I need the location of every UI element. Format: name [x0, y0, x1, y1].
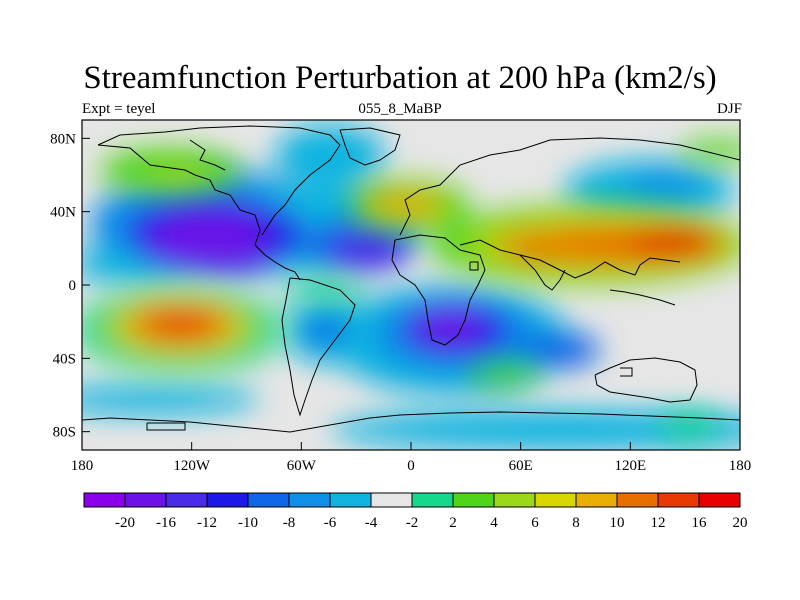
colorbar-label: -20: [115, 515, 135, 531]
lon-tick-label: 60W: [287, 458, 317, 474]
colorbar-label: -8: [283, 515, 296, 531]
colorbar-label: 6: [531, 515, 539, 531]
colorbar-swatch: [83, 492, 126, 508]
colorbar-label: -4: [365, 515, 378, 531]
colorbar-label: 16: [692, 515, 708, 531]
season-label: DJF: [716, 101, 742, 117]
lat-tick-label: 40S: [53, 351, 76, 367]
colorbar-label: 20: [733, 515, 748, 531]
lat-tick-label: 80S: [53, 425, 76, 441]
colorbar-label: -10: [238, 515, 258, 531]
colorbar-label: -12: [197, 515, 217, 531]
colorbar-label: 10: [610, 515, 625, 531]
experiment-label: Expt = teyel: [82, 101, 156, 117]
colorbar: -20 -16 -12 -10 -8 -6 -4 -2 2 4 6 8 10 12 16 20: [83, 492, 748, 531]
lat-tick-label: 40N: [50, 205, 76, 221]
colorbar-swatch: [124, 492, 167, 508]
lon-tick-label: 60E: [509, 458, 533, 474]
colorbar-swatch: [165, 492, 208, 508]
lon-tick-label: 0: [407, 458, 415, 474]
colorbar-label: 4: [490, 515, 498, 531]
colorbar-swatch: [452, 492, 495, 508]
lon-tick-label: 120E: [614, 458, 646, 474]
colorbar-label: 8: [572, 515, 580, 531]
colorbar-label: 12: [651, 515, 666, 531]
colorbar-swatch: [329, 492, 372, 508]
colorbar-swatch: [534, 492, 577, 508]
chart-title: Streamfunction Perturbation at 200 hPa (…: [83, 60, 717, 96]
lon-tick-label: 120W: [173, 458, 211, 474]
case-label: 055_8_MaBP: [358, 101, 442, 117]
colorbar-swatch: [493, 492, 536, 508]
colorbar-swatch: [657, 492, 700, 508]
colorbar-label: 2: [449, 515, 457, 531]
colorbar-swatch: [575, 492, 618, 508]
colorbar-swatch: [247, 492, 290, 508]
colorbar-swatch: [370, 492, 413, 508]
latitude-axis: 80N 40N 0 40S 80S: [50, 131, 90, 441]
colorbar-label: -6: [324, 515, 337, 531]
colorbar-swatch: [698, 492, 741, 508]
coastlines: [82, 125, 740, 433]
colorbar-swatch: [411, 492, 454, 508]
lat-tick-label: 0: [69, 278, 77, 294]
lon-tick-label: 180: [71, 458, 94, 474]
colorbar-label: -16: [156, 515, 176, 531]
longitude-axis: 180 120W 60W 0 60E 120E 180: [71, 442, 752, 474]
colorbar-label: -2: [406, 515, 419, 531]
colorbar-swatch: [616, 492, 659, 508]
lon-tick-label: 180: [729, 458, 752, 474]
colorbar-swatch: [206, 492, 249, 508]
contour-field: [82, 120, 740, 450]
colorbar-swatch: [288, 492, 331, 508]
lat-tick-label: 80N: [50, 131, 76, 147]
